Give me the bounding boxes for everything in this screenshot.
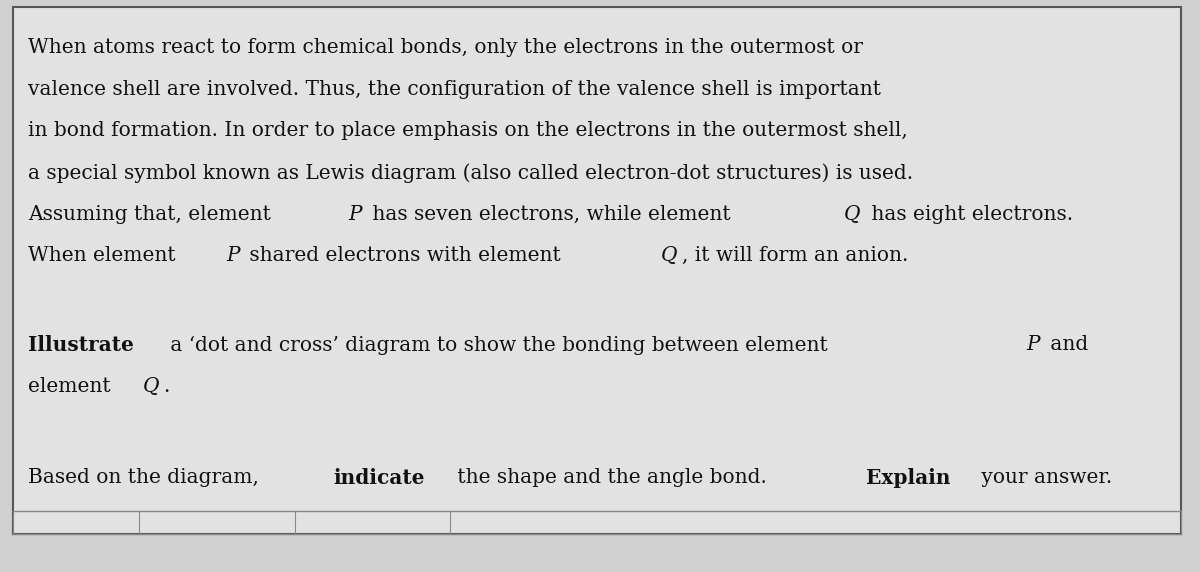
Text: valence shell are involved. Thus, the configuration of the valence shell is impo: valence shell are involved. Thus, the co… [28, 80, 881, 99]
Text: element: element [28, 377, 116, 396]
Text: a ‘dot and cross’ diagram to show the bonding between element: a ‘dot and cross’ diagram to show the bo… [164, 336, 834, 355]
Text: in bond formation. In order to place emphasis on the electrons in the outermost : in bond formation. In order to place emp… [28, 121, 907, 141]
Text: Explain: Explain [865, 468, 950, 488]
Text: Q: Q [661, 246, 677, 265]
Text: has seven electrons, while element: has seven electrons, while element [366, 205, 737, 224]
Text: and: and [1044, 336, 1088, 355]
Text: .: . [163, 377, 170, 396]
Text: P: P [348, 205, 362, 224]
Text: Q: Q [143, 377, 158, 396]
Text: Assuming that, element: Assuming that, element [28, 205, 277, 224]
Text: a special symbol known as Lewis diagram (also called electron-dot structures) is: a special symbol known as Lewis diagram … [28, 163, 913, 182]
Text: your answer.: your answer. [974, 468, 1112, 487]
FancyBboxPatch shape [13, 7, 1181, 534]
Text: , it will form an anion.: , it will form an anion. [682, 246, 908, 265]
Text: shared electrons with element: shared electrons with element [244, 246, 568, 265]
Text: Illustrate: Illustrate [28, 336, 133, 355]
Text: has eight electrons.: has eight electrons. [865, 205, 1073, 224]
Text: P: P [1027, 336, 1040, 355]
Text: When element: When element [28, 246, 181, 265]
Text: Q: Q [844, 205, 860, 224]
Text: indicate: indicate [334, 468, 425, 488]
Text: P: P [226, 246, 240, 265]
Text: Based on the diagram,: Based on the diagram, [28, 468, 265, 487]
Text: the shape and the angle bond.: the shape and the angle bond. [451, 468, 773, 487]
Text: When atoms react to form chemical bonds, only the electrons in the outermost or: When atoms react to form chemical bonds,… [28, 38, 863, 57]
